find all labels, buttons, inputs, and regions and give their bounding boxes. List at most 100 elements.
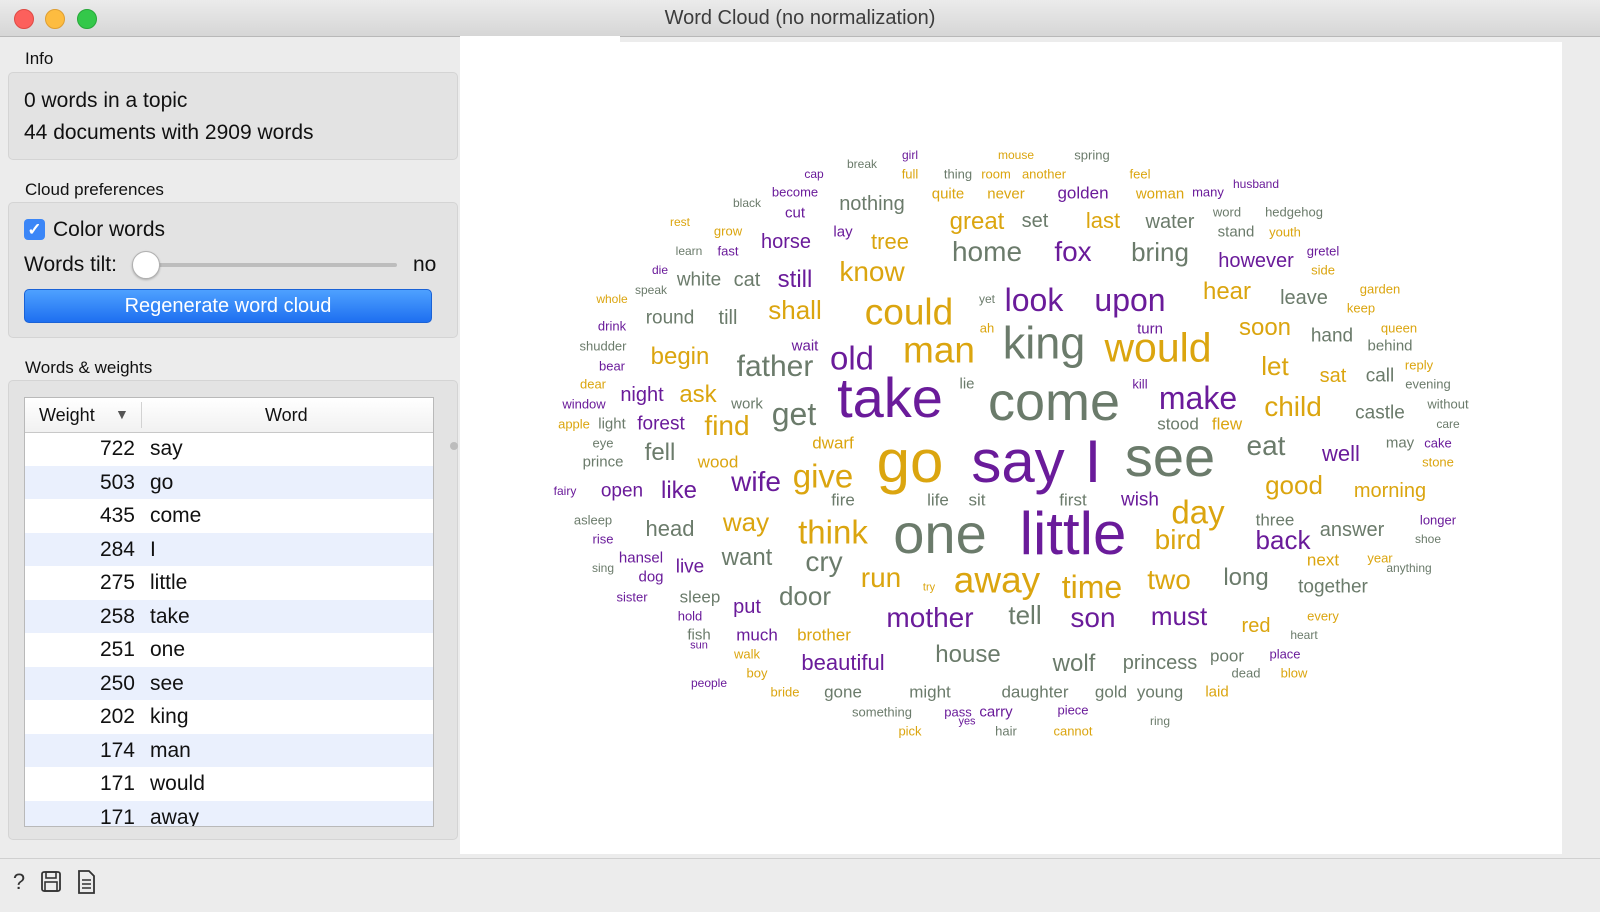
cloud-word[interactable]: cap — [804, 167, 824, 181]
cloud-word[interactable]: piece — [1057, 702, 1089, 718]
cloud-word[interactable]: father — [736, 350, 814, 383]
cloud-word[interactable]: shoe — [1414, 532, 1442, 546]
words-tilt-slider-handle[interactable] — [132, 251, 160, 279]
cloud-word[interactable]: young — [1136, 682, 1184, 702]
cloud-word[interactable]: forest — [637, 413, 685, 435]
cloud-word[interactable]: blow — [1280, 665, 1308, 681]
cloud-word[interactable]: could — [864, 291, 954, 333]
cloud-word[interactable]: daughter — [1001, 682, 1069, 702]
cloud-word[interactable]: wolf — [1052, 650, 1096, 677]
cloud-word[interactable]: place — [1269, 646, 1301, 662]
cloud-word[interactable]: lie — [959, 375, 975, 393]
cloud-word[interactable]: ring — [1149, 714, 1171, 728]
cloud-word[interactable]: soon — [1238, 314, 1292, 341]
cloud-word[interactable]: tell — [1008, 600, 1042, 630]
table-row[interactable]: 174 man — [25, 733, 433, 767]
cloud-word[interactable]: cake — [1424, 435, 1452, 451]
cloud-word[interactable]: learn — [675, 244, 703, 258]
cloud-word[interactable]: back — [1255, 525, 1311, 555]
cloud-word[interactable]: castle — [1355, 402, 1405, 424]
color-words-label[interactable]: Color words — [53, 218, 166, 241]
cloud-word[interactable]: full — [901, 166, 919, 182]
cloud-word[interactable]: reply — [1404, 357, 1434, 373]
cloud-word[interactable]: one — [893, 502, 987, 565]
cloud-word[interactable]: side — [1311, 262, 1335, 278]
cloud-word[interactable]: begin — [650, 343, 710, 370]
cloud-word[interactable]: call — [1365, 365, 1395, 387]
table-row[interactable]: 202 king — [25, 700, 433, 734]
cloud-word[interactable]: sister — [616, 589, 648, 605]
help-icon[interactable]: ? — [8, 869, 30, 895]
cloud-word[interactable]: way — [722, 507, 770, 537]
cloud-word[interactable]: find — [704, 410, 750, 441]
cloud-word[interactable]: great — [949, 208, 1005, 235]
cloud-word[interactable]: look — [1004, 282, 1064, 318]
panel-splitter-handle[interactable] — [450, 442, 458, 450]
cloud-word[interactable]: must — [1150, 601, 1208, 631]
cloud-word[interactable]: window — [562, 396, 606, 412]
cloud-word[interactable]: gold — [1094, 682, 1128, 702]
cloud-word[interactable]: golden — [1057, 183, 1109, 203]
cloud-word[interactable]: girl — [901, 148, 919, 162]
cloud-word[interactable]: behind — [1367, 337, 1413, 355]
cloud-word[interactable]: black — [732, 196, 762, 210]
cloud-word[interactable]: may — [1385, 434, 1415, 452]
cloud-word[interactable]: spring — [1074, 147, 1110, 163]
cloud-word[interactable]: however — [1218, 250, 1294, 272]
cloud-word[interactable]: well — [1322, 441, 1360, 466]
cloud-word[interactable]: wife — [731, 466, 781, 497]
table-row[interactable]: 722 say — [25, 432, 433, 466]
cloud-word[interactable]: life — [927, 490, 949, 510]
cloud-word[interactable]: nothing — [839, 193, 905, 215]
cloud-word[interactable]: sleep — [679, 587, 721, 607]
cloud-word[interactable]: child — [1264, 391, 1322, 422]
cloud-word[interactable]: want — [721, 544, 773, 571]
cloud-word[interactable]: cut — [784, 204, 806, 222]
cloud-word[interactable]: fairy — [553, 484, 577, 498]
cloud-word[interactable]: cry — [805, 546, 843, 577]
cloud-word[interactable]: something — [852, 704, 912, 720]
cloud-word[interactable]: beautiful — [801, 650, 885, 675]
cloud-word[interactable]: princess — [1122, 652, 1198, 674]
cloud-word[interactable]: give — [792, 457, 854, 495]
cloud-word[interactable]: whole — [596, 292, 628, 306]
cloud-word[interactable]: queen — [1380, 320, 1418, 336]
cloud-word[interactable]: hair — [995, 723, 1017, 739]
cloud-word[interactable]: time — [1061, 569, 1123, 605]
cloud-word[interactable]: longer — [1419, 512, 1457, 528]
cloud-word[interactable]: pick — [898, 723, 922, 739]
cloud-word[interactable]: tree — [871, 229, 909, 254]
cloud-word[interactable]: morning — [1353, 480, 1427, 502]
cloud-word[interactable]: wait — [791, 337, 819, 355]
table-row[interactable]: 171 away — [25, 800, 433, 826]
cloud-word[interactable]: day — [1171, 493, 1225, 531]
cloud-word[interactable]: sit — [968, 490, 986, 510]
cloud-word[interactable]: man — [903, 329, 975, 371]
cloud-word[interactable]: long — [1223, 564, 1269, 591]
cloud-word[interactable]: rest — [669, 215, 691, 229]
cloud-word[interactable]: kill — [1132, 376, 1148, 392]
cloud-word[interactable]: come — [987, 372, 1121, 432]
cloud-word[interactable]: water — [1145, 211, 1195, 233]
cloud-word[interactable]: still — [777, 266, 813, 293]
cloud-word[interactable]: work — [731, 395, 763, 413]
cloud-word[interactable]: away — [953, 559, 1041, 601]
cloud-word[interactable]: two — [1147, 564, 1191, 595]
cloud-word[interactable]: make — [1158, 380, 1238, 416]
cloud-word[interactable]: apple — [558, 416, 590, 432]
words-tilt-slider[interactable] — [147, 263, 397, 267]
report-icon[interactable] — [75, 869, 97, 895]
words-weights-table[interactable]: Weight ▼ Word 722 say 503 go 435 come 284 I 275 l… — [24, 397, 434, 827]
color-words-checkbox[interactable]: ✓ — [24, 219, 45, 240]
cloud-word[interactable]: pass — [944, 704, 972, 720]
cloud-word[interactable]: together — [1298, 576, 1368, 598]
cloud-word[interactable]: many — [1192, 184, 1224, 200]
cloud-word[interactable]: put — [733, 596, 761, 618]
cloud-word[interactable]: hand — [1310, 325, 1354, 347]
cloud-word[interactable]: every — [1307, 608, 1339, 624]
cloud-word[interactable]: gretel — [1306, 243, 1340, 259]
cloud-word[interactable]: fire — [831, 490, 855, 510]
cloud-word[interactable]: open — [600, 480, 644, 502]
cloud-word[interactable]: rise — [592, 531, 614, 547]
cloud-word[interactable]: go — [876, 428, 944, 495]
